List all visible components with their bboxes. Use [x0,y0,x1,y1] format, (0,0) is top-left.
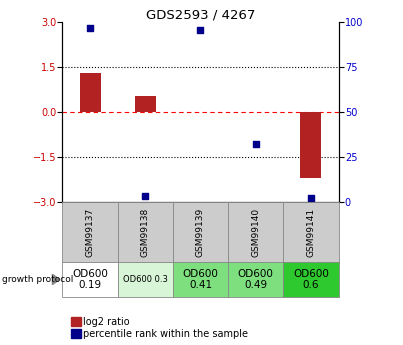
Text: percentile rank within the sample: percentile rank within the sample [83,329,248,339]
Text: OD600 0.3: OD600 0.3 [123,275,168,284]
Bar [79,73,101,112]
Text: log2 ratio: log2 ratio [83,317,130,327]
Bar [135,96,156,112]
Point [252,142,259,147]
Text: GSM99138: GSM99138 [141,207,150,257]
Bar [300,112,322,178]
Text: GSM99139: GSM99139 [196,207,205,257]
Bar [228,202,283,262]
Bar [283,202,339,262]
Bar [283,262,339,297]
Bar [118,202,173,262]
Bar [62,202,118,262]
Point [197,27,204,32]
Bar [173,262,228,297]
Text: OD600
0.49: OD600 0.49 [238,269,274,290]
Point [308,196,314,201]
Point [142,194,149,199]
Point [87,25,93,31]
Text: OD600
0.6: OD600 0.6 [293,269,329,290]
Text: GSM99140: GSM99140 [251,207,260,257]
Text: GSM99141: GSM99141 [306,207,316,257]
Text: GSM99137: GSM99137 [85,207,95,257]
Bar [62,262,118,297]
Bar [228,262,283,297]
Bar [173,202,228,262]
Text: growth protocol: growth protocol [2,275,73,284]
Text: OD600
0.19: OD600 0.19 [72,269,108,290]
Text: OD600
0.41: OD600 0.41 [183,269,218,290]
Bar [118,262,173,297]
Title: GDS2593 / 4267: GDS2593 / 4267 [146,8,255,21]
